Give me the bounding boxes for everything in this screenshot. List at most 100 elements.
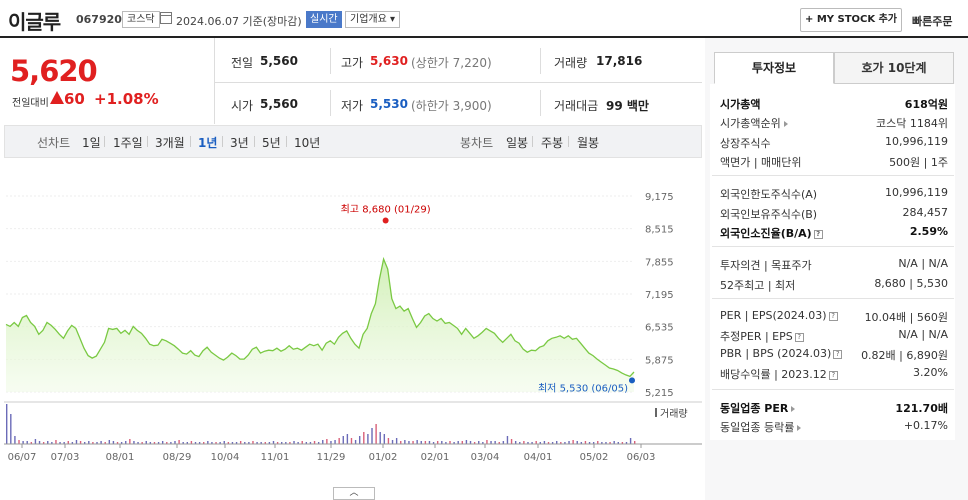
volume-bar	[387, 438, 390, 444]
y-tick-label: 5,875	[645, 355, 674, 366]
volume-bar	[375, 424, 377, 444]
up-arrow-icon	[50, 91, 64, 104]
volume-bar	[383, 434, 386, 444]
help-icon[interactable]: ?	[813, 229, 823, 239]
change-percent: +1.08%	[94, 90, 159, 108]
period-1d[interactable]: 1일	[82, 136, 101, 150]
period-bar	[4, 125, 702, 158]
x-tick-label: 11/29	[317, 452, 346, 463]
y-tick-label: 9,175	[645, 192, 674, 203]
volume-bar	[42, 442, 45, 444]
dividend-value: 3.20%	[913, 366, 948, 379]
volume-bar	[38, 441, 41, 444]
divider	[286, 136, 287, 147]
volume-bar	[264, 442, 266, 444]
candle-daily[interactable]: 일봉	[506, 136, 529, 150]
period-3m[interactable]: 3개월	[155, 136, 185, 150]
volume-bar	[605, 442, 607, 444]
volume-bar	[404, 440, 406, 444]
period-1w[interactable]: 1주일	[113, 136, 143, 150]
prev-close-label: 전일	[231, 56, 254, 70]
open-label: 시가	[231, 99, 254, 113]
divider	[712, 246, 954, 247]
x-tick-label: 08/01	[106, 452, 135, 463]
y-tick-label: 7,195	[645, 290, 674, 301]
arrow-right-icon	[791, 406, 796, 412]
volume-bar	[129, 439, 131, 444]
volume-bar	[342, 436, 344, 444]
my-stock-button[interactable]: + MY STOCK 추가	[800, 8, 902, 32]
tab-order-book[interactable]: 호가 10단계	[834, 52, 954, 84]
volume-bar	[30, 442, 33, 444]
pbr-label: PBR | BPS (2024.03)?	[720, 347, 843, 360]
period-10y[interactable]: 10년	[294, 136, 321, 150]
volume-bar	[178, 440, 180, 444]
period-1y[interactable]: 1년	[198, 136, 218, 150]
help-icon[interactable]: ?	[828, 311, 838, 321]
dividend-text: 배당수익률 | 2023.12	[720, 368, 827, 381]
volume-legend-label: 거래량	[660, 408, 688, 420]
volume-bar	[556, 441, 558, 444]
volume-bar	[137, 442, 139, 444]
help-icon[interactable]: ?	[833, 349, 843, 359]
divider	[712, 389, 954, 390]
per-value: 10.04배 | 560원	[864, 311, 948, 324]
sector-per-label[interactable]: 동일업종 PER	[720, 400, 796, 416]
volume-bar	[22, 441, 24, 444]
volume-bar	[597, 441, 599, 444]
volume-bar	[174, 441, 176, 444]
period-5y[interactable]: 5년	[262, 136, 281, 150]
divider	[214, 82, 702, 83]
volume-bar	[514, 441, 517, 444]
foreign-limit-label: 외국인한도주식수(A)	[720, 188, 818, 201]
volume-bar	[629, 438, 632, 444]
est-per-value: N/A | N/A	[898, 328, 948, 341]
chart-svg: 9,175 8,515 7,855 7,195 6,535 5,875 5,215 06/0…	[4, 192, 702, 463]
market-cap-value: 618억원	[904, 98, 948, 111]
volume-bar	[354, 440, 357, 444]
volume-bar	[190, 441, 193, 444]
y-tick-label: 8,515	[645, 225, 674, 236]
corp-info-dropdown[interactable]: 기업개요 ▾	[345, 11, 400, 28]
volume-bar	[408, 441, 410, 444]
line-chart-label: 선차트	[37, 136, 71, 150]
volume-bar	[67, 441, 69, 444]
period-3y[interactable]: 3년	[230, 136, 249, 150]
volume-bar	[100, 441, 102, 444]
foreign-held-label: 외국인보유주식수(B)	[720, 208, 818, 221]
sector-change-label[interactable]: 동일업종 등락률	[720, 419, 802, 435]
candle-monthly[interactable]: 월봉	[577, 136, 600, 150]
par-value-value: 500원 | 1주	[889, 156, 948, 169]
market-cap-rank-label[interactable]: 시가총액순위	[720, 115, 788, 131]
fold-chart-button[interactable]: ︿	[333, 487, 375, 500]
volume-bar	[551, 442, 554, 444]
date-text: 2024.06.07 기준(장마감)	[176, 15, 302, 28]
tab-investment-info[interactable]: 투자정보	[714, 52, 834, 84]
high-label: 고가	[341, 56, 364, 70]
low-value: 5,530	[370, 97, 408, 111]
volume-bar	[231, 442, 234, 444]
sector-per-text: 동일업종 PER	[720, 402, 789, 415]
quick-order-button[interactable]: 빠른주문	[912, 15, 953, 28]
volume-bar	[194, 442, 197, 444]
volume-bar	[580, 442, 583, 444]
foreign-held-value: 284,457	[902, 206, 949, 219]
volume-bar	[531, 442, 533, 444]
candle-weekly[interactable]: 주봉	[541, 136, 564, 150]
volume-bar	[96, 442, 98, 444]
volume-bar	[317, 442, 320, 444]
volume-bar	[576, 441, 578, 444]
price-chart[interactable]: 9,175 8,515 7,855 7,195 6,535 5,875 5,215 06/0…	[4, 158, 702, 488]
x-tick-label: 10/04	[211, 452, 240, 463]
volume-bar	[149, 442, 152, 444]
realtime-tag[interactable]: 실시간	[306, 11, 342, 28]
volume-bar	[634, 441, 636, 444]
opinion-value: N/A | N/A	[898, 257, 948, 270]
high-annotation: 최고 8,680 (01/29)	[341, 204, 431, 216]
volume-bar	[457, 441, 459, 444]
volume-bar	[166, 442, 168, 444]
header-divider	[0, 36, 968, 38]
help-icon[interactable]: ?	[828, 370, 838, 380]
divider	[104, 136, 105, 147]
help-icon[interactable]: ?	[794, 332, 804, 342]
